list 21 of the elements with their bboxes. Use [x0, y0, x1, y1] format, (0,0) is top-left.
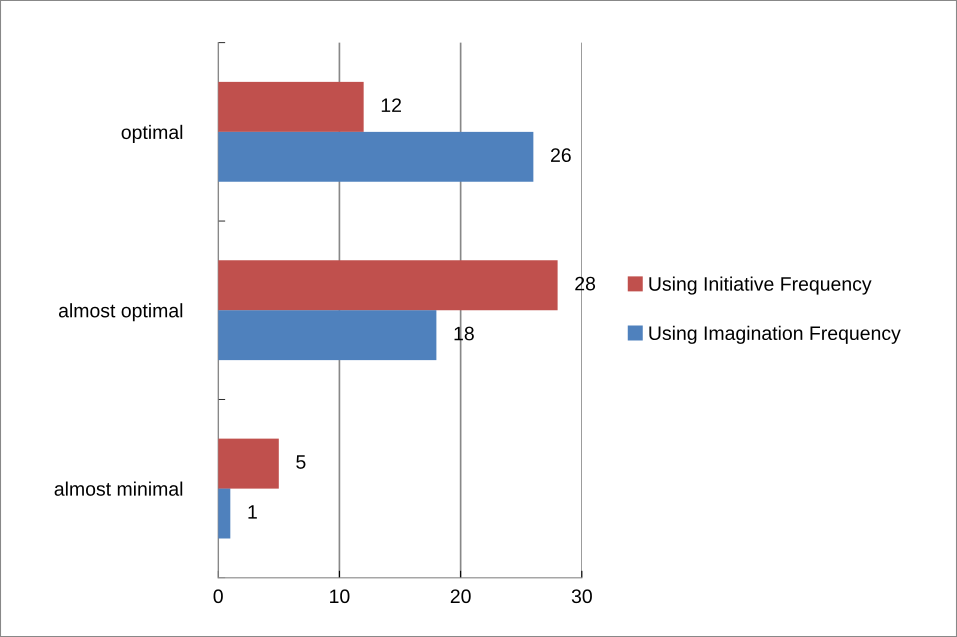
- data-label: 5: [296, 455, 306, 469]
- bar: [218, 132, 534, 182]
- x-tick-label: 0: [214, 589, 223, 604]
- data-label: 12: [382, 98, 401, 112]
- x-tick-label: 30: [572, 589, 592, 604]
- bar: [218, 438, 279, 489]
- bar: [218, 260, 558, 310]
- x-tick-label: 10: [330, 589, 350, 604]
- bar: [218, 82, 364, 132]
- data-label: 26: [551, 148, 571, 162]
- bar: [218, 488, 230, 539]
- legend-label: Using Imagination Frequency: [649, 326, 901, 344]
- y-tick-label: almost optimal: [58, 303, 182, 322]
- data-label: 18: [454, 326, 474, 340]
- legend-label: Using Initiative Frequency: [649, 276, 872, 295]
- y-tick-label: optimal: [122, 124, 182, 143]
- data-label: 1: [248, 505, 257, 519]
- data-label: 28: [575, 276, 596, 290]
- y-tick-label: almost minimal: [54, 482, 182, 496]
- x-tick-label: 20: [450, 589, 471, 604]
- bar: [218, 310, 436, 360]
